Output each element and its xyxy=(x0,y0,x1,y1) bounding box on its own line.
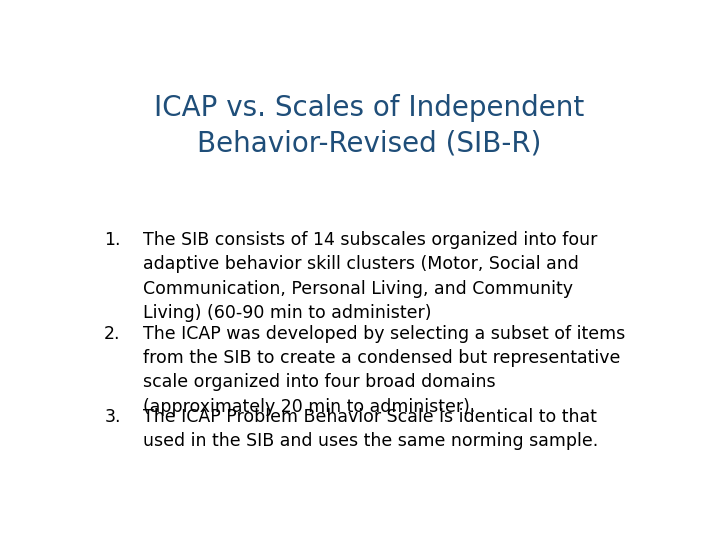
Text: 1.: 1. xyxy=(104,231,121,249)
Text: The ICAP Problem Behavior Scale is identical to that
used in the SIB and uses th: The ICAP Problem Behavior Scale is ident… xyxy=(143,408,598,450)
Text: ICAP vs. Scales of Independent
Behavior-Revised (SIB-R): ICAP vs. Scales of Independent Behavior-… xyxy=(154,94,584,158)
Text: The ICAP was developed by selecting a subset of items
from the SIB to create a c: The ICAP was developed by selecting a su… xyxy=(143,325,625,416)
Text: 3.: 3. xyxy=(104,408,121,426)
Text: 2.: 2. xyxy=(104,325,121,343)
Text: The SIB consists of 14 subscales organized into four
adaptive behavior skill clu: The SIB consists of 14 subscales organiz… xyxy=(143,231,598,322)
